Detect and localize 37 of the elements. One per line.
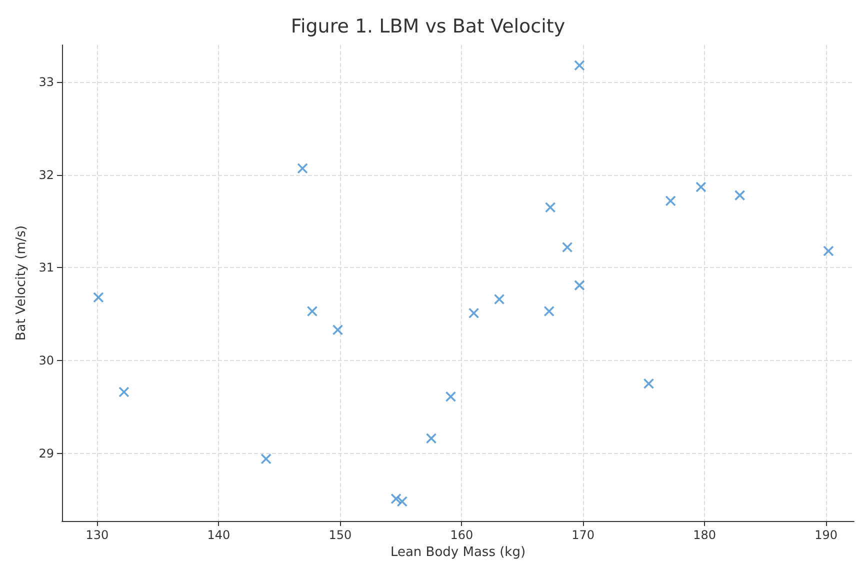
x-tick-label: 180 [693, 528, 716, 542]
point [643, 378, 654, 390]
point [396, 496, 408, 507]
x-tick-label: 140 [207, 528, 230, 542]
point [734, 190, 746, 201]
point [445, 391, 456, 402]
point [426, 433, 437, 444]
point [823, 246, 834, 256]
y-tick-label: 30 [38, 353, 54, 368]
point [332, 324, 344, 336]
point [260, 453, 272, 464]
y-tick-label: 29 [38, 446, 54, 460]
x-tick-label: 160 [450, 528, 474, 542]
y-tick-label: 33 [38, 75, 54, 90]
x-tick-label: 150 [328, 528, 352, 542]
point [468, 308, 480, 319]
point [696, 182, 706, 192]
point [297, 163, 308, 174]
point [118, 386, 130, 398]
y-axis-title: Bat Velocity (m/s) [14, 225, 29, 341]
point [574, 280, 585, 291]
y-tick-label: 31 [38, 260, 54, 275]
point [544, 202, 556, 213]
point [574, 60, 585, 71]
point [93, 292, 104, 303]
x-tick-label: 190 [814, 528, 838, 542]
point [306, 306, 318, 317]
y-tick-label: 32 [38, 168, 54, 182]
point [390, 493, 402, 504]
point [494, 294, 505, 305]
point [665, 195, 676, 206]
x-axis-title: Lean Body Mass (kg) [390, 544, 526, 560]
chart-title: Figure 1. LBM vs Bat Velocity [290, 16, 566, 38]
x-tick-label: 130 [86, 528, 109, 542]
point [562, 242, 573, 253]
point [544, 306, 555, 317]
x-tick-label: 170 [572, 528, 595, 542]
